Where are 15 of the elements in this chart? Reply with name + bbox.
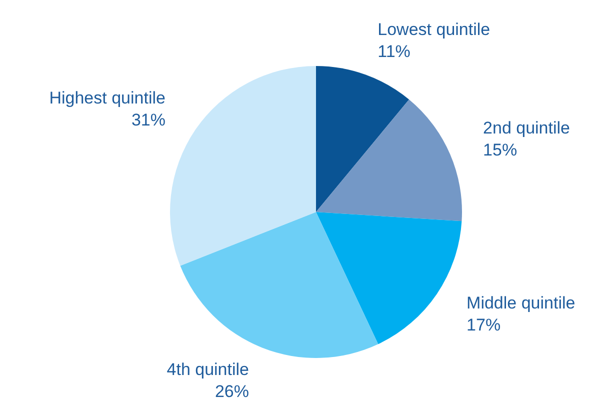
data-label: 15%: [483, 140, 518, 160]
pie-slice: [170, 66, 316, 266]
pie-slice: [180, 212, 378, 358]
slice-label: Middle quintile: [466, 293, 576, 312]
data-label: 26%: [214, 382, 249, 401]
data-label: 11%: [378, 42, 410, 61]
slice-label: Lowest quintile: [378, 20, 490, 39]
data-label: 31%: [131, 110, 166, 130]
slice-label: Highest quintile: [49, 88, 166, 108]
slice-label: 2nd quintile: [483, 118, 570, 138]
pie-slice: [316, 212, 462, 344]
data-label: 17%: [466, 315, 501, 334]
pie-slice: [316, 66, 410, 212]
slice-label: 4th quintile: [166, 360, 249, 380]
pie-slice: [316, 100, 462, 222]
